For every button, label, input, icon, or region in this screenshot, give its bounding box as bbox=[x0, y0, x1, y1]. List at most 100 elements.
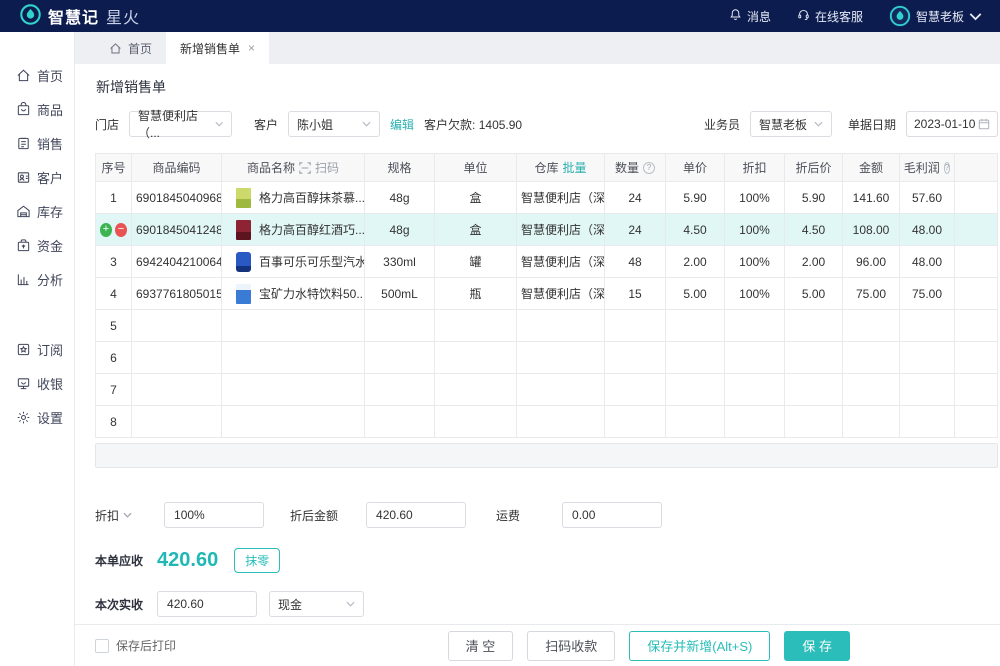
cell-price[interactable]: 2.00 bbox=[665, 245, 725, 278]
calendar-icon bbox=[978, 118, 990, 130]
sidebar-item-funds[interactable]: 资金 bbox=[0, 228, 74, 262]
cell-qty[interactable]: 24 bbox=[604, 213, 666, 246]
cell-price[interactable]: 4.50 bbox=[665, 213, 725, 246]
sidebar-item-customers[interactable]: 客户 bbox=[0, 160, 74, 194]
freight-input[interactable]: 0.00 bbox=[562, 502, 663, 528]
cell-name[interactable]: 格力高百醇抹茶慕... bbox=[221, 181, 365, 214]
cell-unit[interactable]: 罐 bbox=[434, 245, 517, 278]
remove-row-icon[interactable]: − bbox=[115, 222, 127, 237]
question-icon[interactable]: ? bbox=[643, 161, 655, 174]
cell-disc-price[interactable]: 5.90 bbox=[784, 181, 843, 214]
batch-link[interactable]: 批量 bbox=[562, 161, 587, 175]
table-row-empty: 6 bbox=[95, 341, 998, 374]
sidebar-item-subscribe[interactable]: 订阅 bbox=[0, 332, 74, 366]
cell-spec[interactable]: 500mL bbox=[364, 277, 435, 310]
cell-name[interactable]: 格力高百醇红酒巧... bbox=[221, 213, 365, 246]
cell-discount[interactable]: 100% bbox=[724, 181, 785, 214]
cell-profit: 75.00 bbox=[899, 277, 955, 310]
cell-no: 8 bbox=[95, 405, 132, 438]
close-icon[interactable]: × bbox=[248, 41, 256, 55]
cell-disc-price[interactable]: 5.00 bbox=[784, 277, 843, 310]
discount-input[interactable]: 100% bbox=[164, 502, 265, 528]
salesman-select[interactable]: 智慧老板 bbox=[749, 111, 832, 137]
cell-disc-price[interactable]: 2.00 bbox=[784, 245, 843, 278]
tab-new-sales-order[interactable]: 新增销售单 × bbox=[166, 32, 270, 64]
cell-spec[interactable]: 48g bbox=[364, 181, 435, 214]
cell-extra bbox=[954, 245, 998, 278]
received-input[interactable]: 420.60 bbox=[157, 591, 258, 617]
tab-home[interactable]: 首页 bbox=[95, 32, 166, 64]
cell-warehouse[interactable]: 智慧便利店（深... bbox=[516, 213, 605, 246]
cell-code[interactable]: 6901845041248 bbox=[131, 213, 222, 246]
table-row-1: 1 6901845040968 格力高百醇抹茶慕... 48g 盒 智慧便利店（… bbox=[95, 181, 998, 214]
print-after-save-checkbox[interactable] bbox=[95, 638, 109, 653]
messages-label: 消息 bbox=[746, 9, 771, 24]
cell-qty[interactable]: 48 bbox=[604, 245, 666, 278]
cell-discount[interactable]: 100% bbox=[724, 245, 785, 278]
support-button[interactable]: 在线客服 bbox=[797, 8, 863, 25]
analytics-icon bbox=[17, 273, 29, 285]
user-menu[interactable]: 智慧老板 bbox=[888, 5, 982, 27]
cell-discount[interactable]: 100% bbox=[724, 213, 785, 246]
cell-qty[interactable]: 24 bbox=[604, 181, 666, 214]
sidebar-item-sales[interactable]: 销售 bbox=[0, 126, 74, 160]
scan-label[interactable]: 扫码 bbox=[315, 161, 340, 175]
product-thumbnail bbox=[236, 187, 251, 208]
cell-name[interactable]: 宝矿力水特饮料50... bbox=[221, 277, 365, 310]
cell-price[interactable]: 5.00 bbox=[665, 277, 725, 310]
cell-warehouse[interactable]: 智慧便利店（深... bbox=[516, 277, 605, 310]
sidebar-item-label: 分析 bbox=[37, 272, 64, 288]
cell-spec[interactable]: 330ml bbox=[364, 245, 435, 278]
cell-disc-price[interactable]: 4.50 bbox=[784, 213, 843, 246]
discount-label[interactable]: 折扣 bbox=[95, 507, 132, 524]
sidebar-item-label: 订阅 bbox=[37, 342, 64, 358]
sidebar-item-products[interactable]: 商品 bbox=[0, 92, 74, 126]
cell-no: 1 bbox=[95, 181, 132, 214]
edit-customer-link[interactable]: 编辑 bbox=[390, 117, 415, 132]
col-profit: 毛利润? bbox=[899, 153, 955, 182]
after-discount-input[interactable]: 420.60 bbox=[366, 502, 467, 528]
cell-code[interactable]: 6901845040968 bbox=[131, 181, 222, 214]
col-disc-price: 折后价 bbox=[784, 153, 843, 182]
cell-unit[interactable]: 瓶 bbox=[434, 277, 517, 310]
messages-button[interactable]: 消息 bbox=[729, 8, 771, 25]
col-code: 商品编码 bbox=[131, 153, 222, 182]
save-button[interactable]: 保 存 bbox=[784, 630, 850, 661]
sidebar-item-label: 客户 bbox=[37, 170, 64, 186]
sidebar-item-inventory[interactable]: 库存 bbox=[0, 194, 74, 228]
sidebar-item-cashier[interactable]: 收银 bbox=[0, 366, 74, 400]
add-row-icon[interactable]: + bbox=[100, 222, 112, 237]
col-warehouse: 仓库 批量 bbox=[516, 153, 605, 182]
cell-unit[interactable]: 盒 bbox=[434, 213, 517, 246]
cell-spec[interactable]: 48g bbox=[364, 213, 435, 246]
product-icon bbox=[17, 101, 30, 115]
payment-method-select[interactable]: 现金 bbox=[269, 591, 365, 617]
sidebar-item-settings[interactable]: 设置 bbox=[0, 400, 74, 434]
cell-price[interactable]: 5.90 bbox=[665, 181, 725, 214]
cell-qty[interactable]: 15 bbox=[604, 277, 666, 310]
cell-warehouse[interactable]: 智慧便利店（深... bbox=[516, 181, 605, 214]
customer-debt: 客户欠款: 1405.90 bbox=[424, 117, 523, 132]
order-date-picker[interactable]: 2023-01-10 bbox=[906, 111, 998, 137]
scan-pay-button[interactable]: 扫码收款 bbox=[527, 630, 616, 661]
cell-warehouse[interactable]: 智慧便利店（深... bbox=[516, 245, 605, 278]
round-off-button[interactable]: 抹零 bbox=[234, 548, 281, 573]
cell-code[interactable]: 6937761805015 bbox=[131, 277, 222, 310]
chevron-down-icon bbox=[814, 121, 823, 127]
table-scrollbar-track[interactable] bbox=[95, 443, 998, 468]
save-and-new-button[interactable]: 保存并新增(Alt+S) bbox=[629, 630, 771, 661]
cell-unit[interactable]: 盒 bbox=[434, 181, 517, 214]
cell-name[interactable]: 百事可乐可乐型汽水 bbox=[221, 245, 365, 278]
cell-discount[interactable]: 100% bbox=[724, 277, 785, 310]
cell-code[interactable]: 6942404210064 bbox=[131, 245, 222, 278]
home-icon bbox=[17, 69, 30, 81]
sidebar-item-home[interactable]: 首页 bbox=[0, 58, 74, 92]
store-select[interactable]: 智慧便利店（... bbox=[129, 109, 233, 140]
col-price: 单价 bbox=[665, 153, 725, 182]
cell-extra bbox=[954, 181, 998, 214]
customer-select[interactable]: 陈小姐 bbox=[288, 111, 381, 137]
sidebar-item-analytics[interactable]: 分析 bbox=[0, 262, 74, 296]
question-icon[interactable]: ? bbox=[943, 161, 951, 174]
headset-icon bbox=[797, 8, 810, 24]
clear-button[interactable]: 清 空 bbox=[447, 630, 514, 661]
